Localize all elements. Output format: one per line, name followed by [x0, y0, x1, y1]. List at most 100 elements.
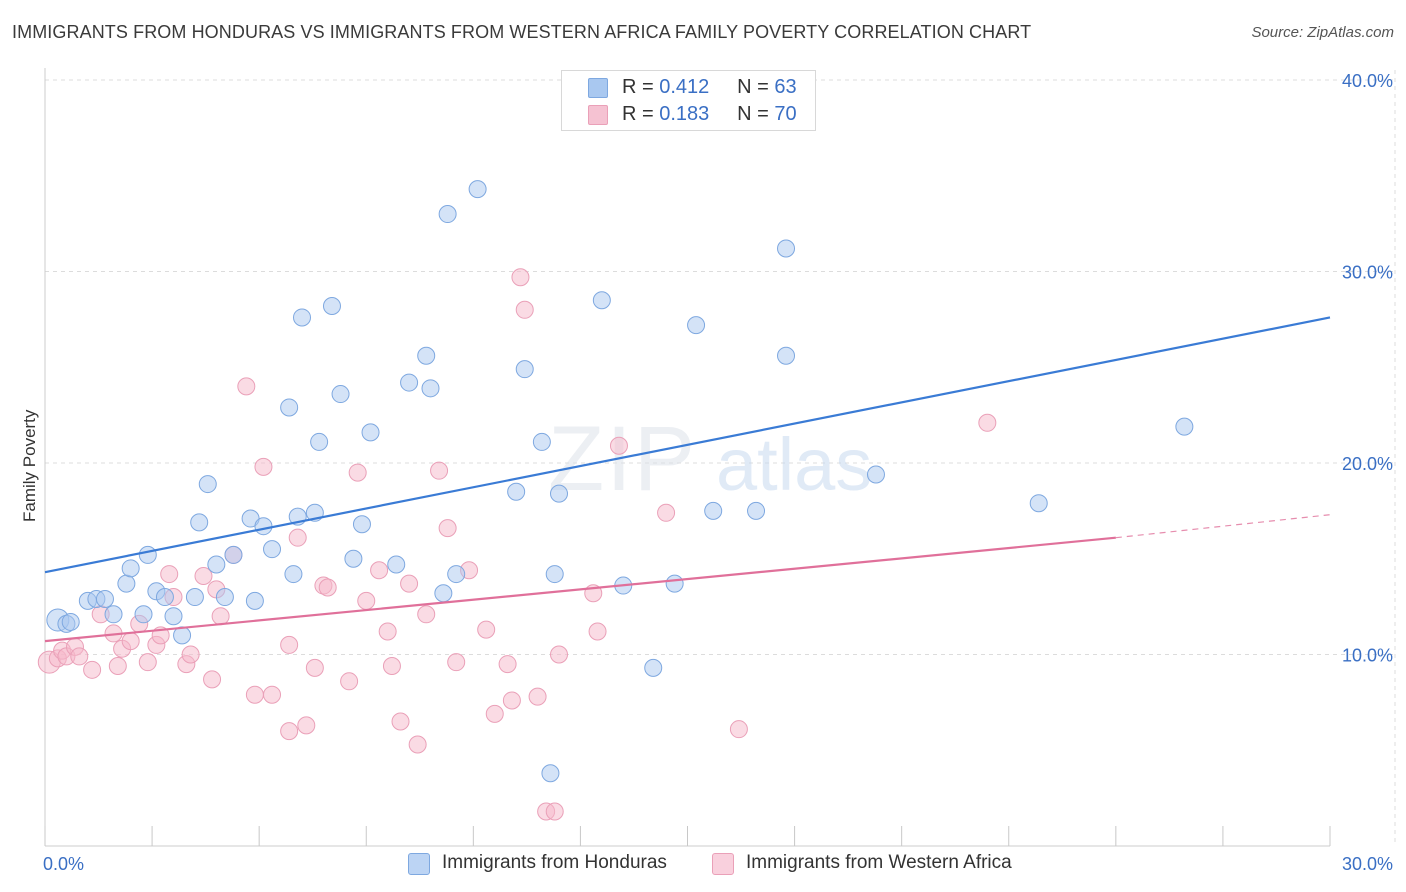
western-africa-point	[502, 691, 521, 710]
legend-swatch-western-africa	[588, 105, 608, 125]
western-africa-point	[181, 645, 200, 664]
western-africa-point	[160, 565, 179, 584]
western-africa-point	[138, 653, 157, 672]
western-africa-point	[263, 685, 282, 704]
honduras-point	[644, 658, 663, 677]
western-africa-point	[194, 566, 213, 585]
honduras-point	[704, 501, 723, 520]
honduras-point	[164, 607, 183, 626]
western-africa-point	[978, 413, 997, 432]
honduras-point	[777, 239, 796, 258]
honduras-point	[190, 513, 209, 532]
honduras-point	[280, 398, 299, 417]
honduras-point	[361, 423, 380, 442]
western-africa-point	[485, 704, 504, 723]
western-africa-point	[729, 720, 748, 739]
n-label: N =	[737, 103, 769, 125]
chart-title: IMMIGRANTS FROM HONDURAS VS IMMIGRANTS F…	[12, 22, 1032, 42]
honduras-point	[550, 484, 568, 503]
honduras-point	[532, 432, 551, 451]
honduras-point	[310, 432, 329, 451]
legend-label-western-africa: Immigrants from Western Africa	[746, 852, 1012, 873]
correlation-legend: R = 0.412 N = 63 R = 0.183 N = 70	[561, 70, 816, 131]
western-africa-point	[430, 461, 449, 480]
western-africa-point	[237, 377, 256, 396]
r-value-honduras: 0.412	[659, 76, 710, 98]
x-tick-label: 30.0%	[1342, 854, 1393, 874]
honduras-point	[121, 559, 140, 578]
honduras-point	[344, 549, 363, 568]
western-africa-point	[400, 574, 419, 593]
western-africa-point	[280, 635, 299, 654]
western-africa-point	[245, 685, 264, 704]
honduras-points	[46, 180, 1194, 783]
honduras-point	[438, 205, 457, 224]
honduras-point	[155, 588, 174, 607]
honduras-point	[468, 180, 487, 199]
western-africa-point	[203, 670, 222, 689]
western-africa-point	[280, 722, 299, 741]
y-tick-label: 40.0%	[1342, 71, 1393, 91]
legend-swatch-honduras	[408, 853, 430, 875]
western-africa-point	[357, 591, 376, 610]
honduras-point	[117, 574, 136, 593]
western-africa-point	[391, 712, 410, 731]
honduras-point	[665, 574, 684, 593]
western-africa-point	[348, 463, 367, 482]
western-africa-point	[528, 687, 547, 706]
honduras-trend-line	[44, 316, 1331, 574]
western-africa-point	[340, 672, 359, 691]
axes	[44, 68, 1331, 847]
n-label: N =	[737, 76, 769, 98]
honduras-point	[224, 545, 243, 564]
honduras-point	[245, 591, 264, 610]
n-value-honduras: 63	[774, 76, 797, 98]
legend-label-honduras: Immigrants from Honduras	[442, 852, 667, 873]
honduras-point	[777, 346, 796, 365]
honduras-point	[104, 605, 123, 624]
honduras-point	[1029, 494, 1048, 513]
western-africa-point	[83, 660, 102, 679]
western-africa-point	[477, 620, 496, 639]
chart-source: Source: ZipAtlas.com	[1251, 24, 1394, 41]
watermark: ZIP atlas	[548, 408, 872, 510]
honduras-point	[322, 296, 341, 315]
honduras-point	[95, 589, 114, 608]
honduras-point	[263, 540, 282, 559]
honduras-point	[185, 588, 204, 607]
honduras-point	[866, 465, 885, 484]
western-africa-point	[438, 519, 457, 538]
y-tick-label: 10.0%	[1342, 646, 1393, 666]
honduras-point	[421, 379, 440, 398]
honduras-point	[545, 565, 564, 584]
honduras-point	[198, 475, 217, 494]
western-africa-point	[108, 656, 127, 675]
honduras-point	[215, 588, 234, 607]
honduras-point	[541, 764, 560, 783]
western-africa-point	[121, 632, 140, 651]
x-tick-label: 0.0%	[43, 854, 84, 874]
watermark-atlas: atlas	[716, 423, 872, 506]
honduras-point	[434, 584, 453, 603]
honduras-point	[417, 346, 436, 365]
western-africa-point	[498, 655, 517, 674]
western-africa-point	[382, 656, 401, 675]
western-africa-point	[378, 622, 397, 641]
western-africa-point	[588, 622, 607, 641]
honduras-point	[331, 385, 350, 404]
y-tick-label: 20.0%	[1342, 454, 1393, 474]
honduras-point	[507, 482, 526, 501]
western-africa-point	[545, 802, 564, 821]
honduras-point	[207, 555, 226, 574]
western-africa-point	[254, 457, 273, 476]
western-africa-point	[657, 503, 676, 522]
legend-swatch-honduras	[588, 78, 608, 98]
honduras-point	[134, 605, 153, 624]
legend-swatch-western-africa	[712, 853, 734, 875]
honduras-point	[352, 515, 371, 534]
western-africa-point	[318, 578, 337, 597]
honduras-point	[447, 565, 466, 584]
western-africa-point	[609, 436, 628, 455]
x-tick-labels: 0.0% 30.0%	[43, 854, 1393, 874]
